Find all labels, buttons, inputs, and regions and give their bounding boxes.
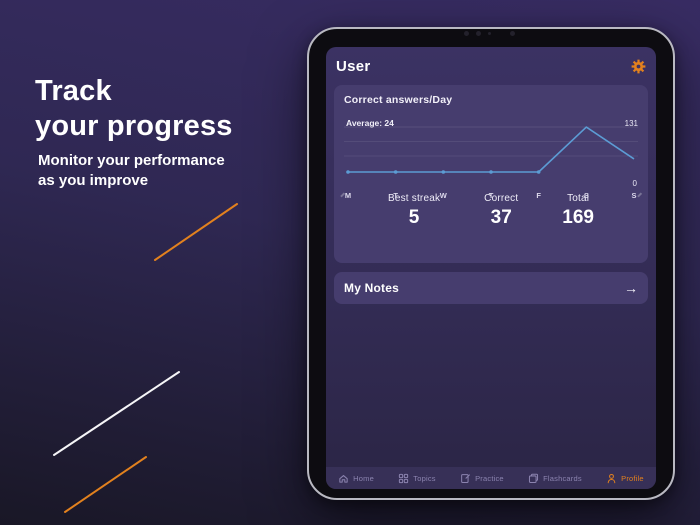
tablet-frame: User [307, 27, 675, 500]
tab-home[interactable]: Home [338, 473, 374, 484]
topics-icon [399, 473, 409, 483]
home-icon [339, 474, 348, 483]
stat-label: Total [567, 193, 590, 204]
tab-practice[interactable]: Practice [460, 473, 504, 484]
weekday-label: W [439, 191, 447, 200]
hero-subtitle: Monitor your performance as you improve [35, 151, 233, 191]
my-notes-card[interactable]: My Notes → [334, 272, 648, 304]
tab-label: Flashcards [543, 473, 582, 483]
tab-topics[interactable]: Topics [398, 473, 436, 484]
y-axis-max-label: 131 [624, 119, 638, 128]
camera-dot [464, 31, 469, 36]
settings-button[interactable] [630, 58, 646, 74]
camera-dot [476, 31, 481, 36]
app-header: User [326, 47, 656, 85]
weekday-label: T [393, 191, 398, 200]
stat-correct: Correct 37 [484, 193, 518, 229]
hero-copy: Track your progress Monitor your perform… [35, 74, 233, 191]
tab-profile[interactable]: Profile [606, 473, 644, 484]
chart-average-label: Average: 24 [346, 118, 394, 128]
chart-plot: Average: 24 131 0 M T W T F S S [340, 118, 642, 200]
stat-value: 37 [490, 207, 512, 228]
stat-value: 5 [408, 207, 420, 228]
stats-row: Best streak 5 Correct 37 Total 169 [344, 193, 638, 229]
weekday-label: M [344, 191, 352, 200]
stat-label: Best streak [387, 193, 441, 204]
hero-subtitle-line1: Monitor your performance [38, 152, 225, 169]
flashcards-icon [529, 473, 539, 483]
chart-point [393, 170, 398, 174]
chart-line-svg [344, 126, 638, 174]
chart-point [441, 170, 446, 174]
app-screen: User [326, 47, 656, 489]
weekday-label: F [536, 191, 541, 200]
chart-point [536, 170, 541, 174]
chart-point [489, 170, 493, 174]
tabbar: Home Topics [326, 467, 656, 489]
stat-total: Total 169 [562, 193, 594, 229]
tab-label: Profile [621, 473, 644, 483]
stat-value: 169 [562, 207, 594, 228]
tab-flashcards[interactable]: Flashcards [528, 473, 582, 484]
hero-subtitle-line2: as you improve [38, 172, 149, 189]
weekday-label: T [488, 191, 494, 200]
decor-line-white [53, 371, 180, 456]
tab-label: Home [353, 473, 374, 483]
decor-line-orange-bottom [64, 456, 147, 513]
tab-label: Topics [413, 473, 436, 483]
decor-line-orange-top [154, 203, 238, 261]
y-axis-min-label: 0 [632, 179, 637, 188]
stat-best-streak: Best streak 5 [388, 193, 440, 229]
page-title: User [336, 57, 371, 75]
camera-dot [510, 31, 515, 36]
chart-title: Correct answers/Day [344, 94, 453, 106]
hero-headline-line2: your progress [35, 110, 233, 142]
tab-label: Practice [475, 473, 504, 483]
hero-headline: Track your progress [35, 74, 233, 144]
weekday-label: S [583, 191, 589, 200]
weekday-label: S [631, 191, 637, 200]
chart-point [346, 170, 350, 174]
chart-line [348, 126, 635, 173]
my-notes-label: My Notes [344, 281, 399, 295]
arrow-right-icon: → [624, 280, 638, 296]
camera-dot [488, 32, 491, 35]
correct-answers-card: Correct answers/Day Average: 24 131 0 [334, 85, 648, 263]
gear-icon [631, 59, 645, 73]
profile-icon [607, 473, 616, 483]
axis-edge-mark [637, 192, 642, 198]
screen-content: Correct answers/Day Average: 24 131 0 [326, 85, 656, 304]
practice-icon [461, 473, 471, 483]
hero-headline-line1: Track [35, 75, 112, 107]
stat-label: Correct [484, 193, 519, 204]
